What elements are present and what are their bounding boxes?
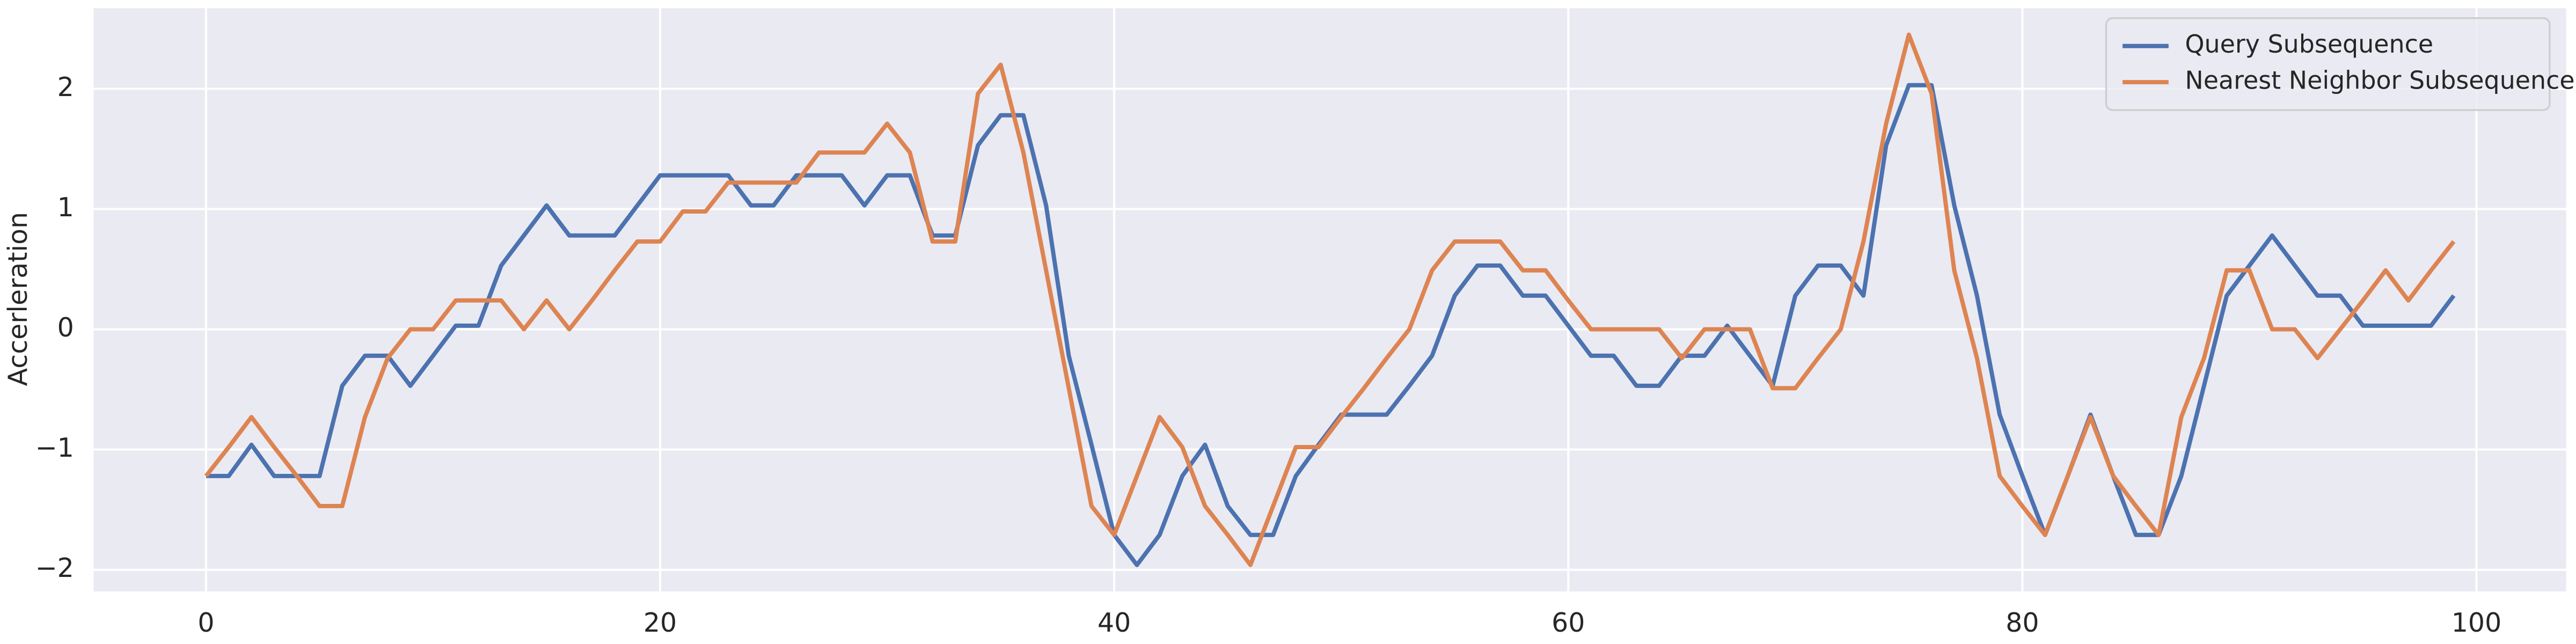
x-tick-label: 0 — [197, 608, 214, 638]
x-tick-label: 80 — [2006, 608, 2039, 638]
x-tick-label: 60 — [1552, 608, 1585, 638]
legend: Query Subsequence Nearest Neighbor Subseq… — [2105, 17, 2575, 111]
series-line — [204, 32, 2456, 567]
x-tick-label: 20 — [643, 608, 677, 638]
x-tick-label: 100 — [2451, 608, 2501, 638]
legend-label: Nearest Neighbor Subsequence — [2185, 66, 2574, 95]
y-tick-label: −2 — [35, 553, 74, 583]
y-axis-label: Accerleration — [3, 212, 33, 386]
y-tick-label: −1 — [35, 433, 74, 463]
y-tick-label: 1 — [57, 192, 74, 223]
legend-box — [2105, 17, 2551, 111]
y-tick-label: 2 — [57, 72, 74, 103]
y-tick-label: 0 — [57, 312, 74, 343]
x-tick-label: 40 — [1097, 608, 1131, 638]
legend-label: Query Subsequence — [2185, 30, 2433, 58]
